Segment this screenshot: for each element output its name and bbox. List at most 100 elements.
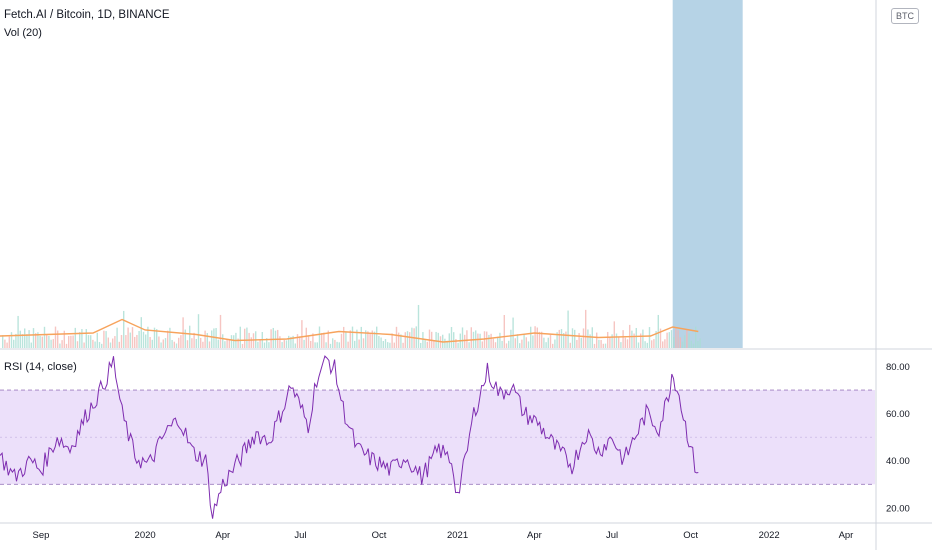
volume-bar — [602, 343, 604, 348]
volume-bar — [362, 338, 365, 348]
volume-bar — [228, 340, 230, 348]
volume-bar — [644, 341, 646, 348]
volume-bar — [620, 342, 622, 348]
volume-bar — [101, 343, 103, 348]
volume-bar — [15, 333, 17, 348]
volume-bar — [505, 343, 508, 348]
time-axis-tick: Oct — [683, 530, 698, 541]
volume-bar — [186, 340, 189, 348]
time-axis-tick: Apr — [839, 530, 854, 541]
volume-bar — [189, 325, 191, 348]
volume-bar — [387, 342, 389, 348]
volume-bar — [219, 314, 222, 348]
volume-bar — [532, 335, 534, 348]
volume-ma-line — [0, 318, 699, 343]
volume-bar — [321, 332, 323, 348]
volume-bar — [534, 326, 536, 348]
volume-bar — [4, 339, 6, 348]
volume-bar — [655, 330, 657, 348]
volume-bar — [74, 327, 76, 348]
volume-bar — [457, 342, 459, 348]
volume-bar — [470, 327, 472, 348]
time-axis-tick: 2021 — [447, 530, 468, 541]
volume-bar — [688, 333, 690, 348]
volume-bar — [631, 330, 633, 348]
volume-bar — [197, 314, 200, 348]
volume-bar — [288, 335, 290, 348]
volume-bar — [35, 333, 37, 348]
volume-bar — [32, 328, 35, 348]
fib-zone-extension — [672, 0, 743, 349]
volume-bar — [134, 336, 136, 348]
volume-bar — [116, 327, 118, 348]
volume-bar — [563, 333, 565, 348]
volume-bar — [422, 332, 424, 348]
volume-bar — [642, 329, 644, 348]
time-axis-tick: Sep — [33, 530, 50, 541]
volume-bar — [488, 334, 490, 348]
volume-bar — [76, 341, 79, 348]
rsi-axis-tick: 80.00 — [886, 362, 910, 373]
volume-bar — [224, 341, 226, 348]
volume-bar — [479, 333, 481, 348]
volume-bar — [409, 332, 411, 348]
volume-bar — [384, 339, 387, 348]
symbol-title[interactable]: Fetch.AI / Bitcoin, 1D, BINANCE — [4, 9, 170, 21]
volume-bar — [508, 340, 510, 348]
volume-bar — [46, 335, 48, 348]
volume-bar — [65, 343, 68, 348]
volume-bar — [525, 337, 527, 348]
volume-bar — [208, 341, 211, 348]
volume-bar — [147, 326, 149, 348]
volume-bar — [582, 328, 585, 348]
volume-bar — [28, 330, 30, 348]
volume-bar — [191, 338, 193, 348]
time-axis-tick: Apr — [215, 530, 230, 541]
volume-bar — [103, 330, 105, 348]
volume-bar — [356, 329, 358, 348]
volume-bar — [521, 339, 523, 348]
volume-bar — [402, 342, 404, 348]
volume-bar — [54, 326, 57, 348]
volume-bar — [283, 339, 285, 348]
volume-bar — [382, 341, 384, 348]
volume-bar — [226, 339, 228, 348]
volume-bar — [666, 332, 668, 348]
volume-bar — [699, 338, 701, 348]
volume-bar — [13, 339, 15, 348]
volume-bar — [316, 342, 318, 348]
volume-bar — [83, 342, 85, 348]
volume-bar — [160, 342, 162, 348]
volume-bar — [565, 331, 567, 348]
volume-bar — [360, 326, 362, 348]
volume-bar — [501, 340, 503, 348]
volume-bar — [420, 342, 422, 348]
volume-bar — [530, 326, 532, 348]
rsi-indicator-title[interactable]: RSI (14, close) — [4, 361, 77, 373]
volume-bar — [585, 309, 587, 348]
volume-bar — [21, 334, 24, 348]
volume-bar — [373, 331, 376, 348]
volume-bar — [296, 334, 299, 348]
volume-bar — [169, 327, 171, 348]
volume-bar — [393, 342, 395, 348]
volume-bar — [450, 326, 453, 348]
volume-bar — [123, 310, 125, 348]
volume-bar — [140, 317, 142, 348]
volume-indicator-title[interactable]: Vol (20) — [4, 27, 42, 39]
volume-bar — [371, 330, 373, 348]
volume-bar — [105, 331, 107, 348]
volume-bar — [145, 334, 147, 348]
volume-bar — [378, 336, 380, 348]
volume-bar — [202, 341, 204, 348]
volume-bar — [406, 331, 409, 348]
volume-bar — [2, 335, 4, 348]
volume-bar — [596, 332, 598, 348]
volume-bar — [310, 340, 312, 348]
volume-bar — [206, 333, 208, 348]
volume-bar — [448, 333, 450, 348]
currency-badge[interactable]: BTC — [891, 8, 919, 24]
volume-bar — [435, 331, 437, 348]
volume-bar — [578, 333, 580, 348]
